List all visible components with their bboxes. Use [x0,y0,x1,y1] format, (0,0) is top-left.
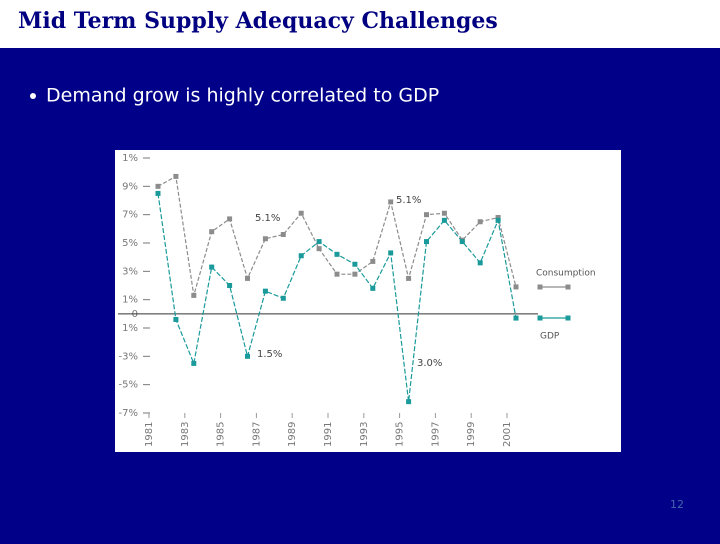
data-point [424,212,429,218]
y-tick-label: 3% [122,266,138,277]
data-point [173,173,179,179]
data-point [173,317,179,322]
data-point [495,215,501,220]
data-point [245,275,250,281]
bullet-dot [30,93,36,99]
y-tick-label: 5% [122,238,138,249]
annotation: 3.0% [417,358,442,369]
data-point [334,271,340,277]
x-tick-label: 1983 [180,422,191,447]
data-point [352,271,358,277]
x-tick-label: 2001 [502,422,513,447]
data-point [441,217,447,223]
title-bar [0,0,720,48]
annotation: 5.1% [396,195,421,206]
data-point [388,199,394,205]
data-point [227,283,233,288]
data-point [406,399,412,405]
y-tick-label: 7% [122,210,138,221]
x-tick-label: 1997 [430,422,441,447]
data-point [370,258,376,264]
x-tick-label: 1995 [395,422,406,447]
chart-area [115,150,621,452]
data-point [424,239,429,245]
data-point [209,264,215,270]
data-point [209,229,215,235]
x-tick-label: 1985 [216,422,227,447]
data-point [406,275,412,281]
data-point [441,210,447,216]
slide-title: Mid Term Supply Adequacy Challenges [18,8,498,34]
data-point [280,295,286,301]
data-point [388,250,394,256]
data-point [370,285,376,291]
legend-marker [565,315,571,321]
y-tick-label: -3% [119,351,138,362]
legend-label: GDP [540,332,560,342]
data-point [316,239,322,245]
legend-marker [565,284,571,290]
data-point [459,239,465,245]
data-point [495,217,501,223]
data-point [245,353,250,359]
x-tick-label: 1989 [287,422,298,447]
data-point [316,246,322,252]
y-tick-label: -7% [119,408,138,419]
y-tick-label: 1% [122,323,138,334]
plot: 1%9%7%5%3%1%01%-3%-5%-7%1981198319851987… [118,153,596,447]
data-point [477,219,483,225]
x-tick-label: 1991 [323,422,334,447]
data-point [262,236,268,242]
data-point [513,284,519,290]
y-tick-label: 1% [122,153,138,164]
y-tick-label: 9% [122,181,138,192]
annotation: 5.1% [255,213,280,224]
data-point [262,288,268,294]
y-tick-label: 1% [122,295,138,306]
x-tick-label: 1981 [144,422,155,447]
y-tick-label: -5% [119,380,138,391]
legend-label: Consumption [536,269,596,279]
data-point [334,251,340,257]
data-point [155,190,161,196]
data-point [352,261,358,267]
data-point [155,183,161,189]
data-point [191,292,197,298]
page-number: 12 [670,498,684,511]
legend-marker [537,284,543,290]
x-tick-label: 1999 [466,422,477,447]
data-point [298,210,304,216]
x-tick-label: 1987 [251,422,262,447]
data-point [513,315,519,321]
data-point [280,232,286,237]
annotation: 1.5% [257,349,282,360]
data-point [191,360,197,366]
bullet-text: Demand grow is highly correlated to GDP [46,85,439,107]
x-tick-label: 1993 [359,422,370,447]
legend-marker [537,315,543,321]
data-point [477,260,483,266]
data-point [298,253,304,259]
data-point [227,216,233,222]
